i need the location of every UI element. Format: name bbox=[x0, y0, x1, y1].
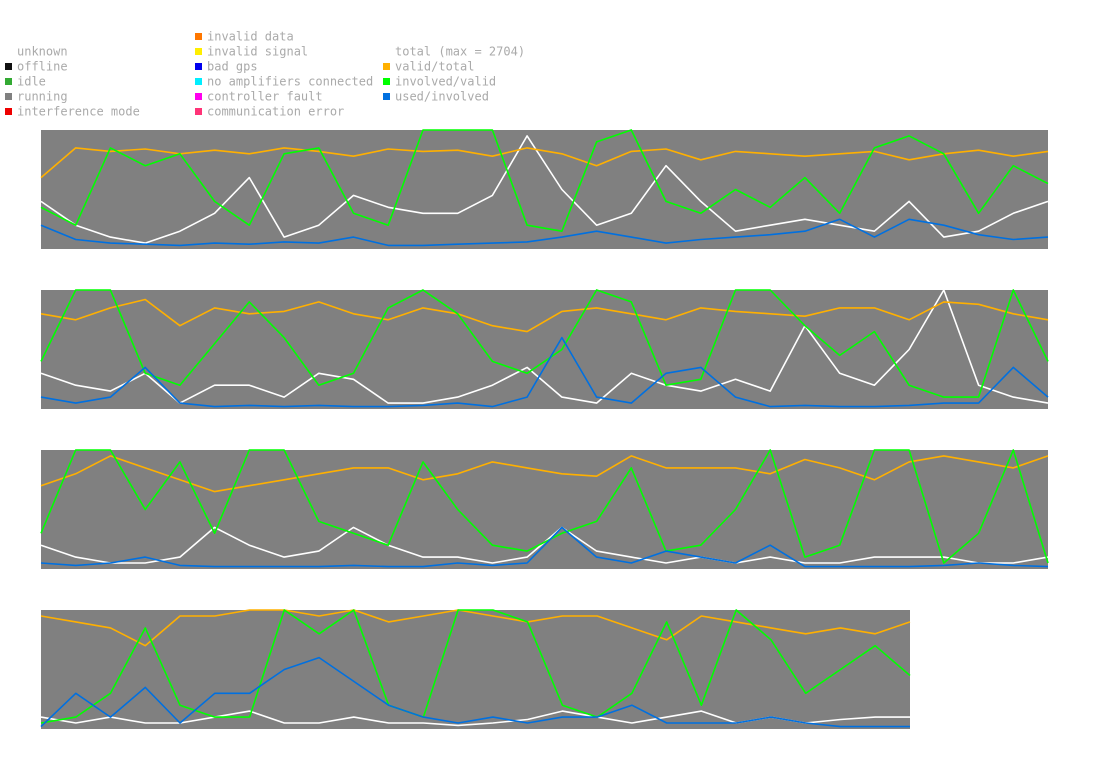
legend-label: invalid data bbox=[207, 30, 294, 44]
legend-label: used/involved bbox=[395, 90, 489, 104]
series-line bbox=[40, 298, 1049, 333]
series-line bbox=[40, 336, 1049, 408]
series-line bbox=[40, 289, 1049, 398]
legend-label: valid/total bbox=[395, 60, 474, 74]
series-line bbox=[40, 129, 1049, 232]
legend-swatch bbox=[5, 93, 12, 100]
legend-label: interference mode bbox=[17, 105, 140, 119]
series-line bbox=[40, 135, 1049, 244]
legend-swatch bbox=[383, 78, 390, 85]
plot-background bbox=[41, 130, 1048, 249]
legend-label: invalid signal bbox=[207, 45, 308, 59]
legend-swatch bbox=[5, 63, 12, 70]
legend-label: bad gps bbox=[207, 60, 258, 74]
legend-swatch bbox=[383, 93, 390, 100]
legend-label: controller fault bbox=[207, 90, 323, 104]
series-line bbox=[40, 526, 1049, 568]
series-line bbox=[40, 609, 911, 724]
series-line bbox=[40, 147, 1049, 179]
series-line bbox=[40, 609, 911, 647]
legend-swatch bbox=[195, 78, 202, 85]
legend-label: involved/valid bbox=[395, 75, 496, 89]
legend-label: idle bbox=[17, 75, 46, 89]
legend-label: total (max = 2704) bbox=[395, 45, 525, 59]
series-line bbox=[40, 455, 1049, 493]
legend-label: running bbox=[17, 90, 68, 104]
legend-label: no amplifiers connected bbox=[207, 75, 373, 89]
series-line bbox=[40, 656, 910, 728]
legend-swatch bbox=[195, 108, 202, 115]
legend-swatch bbox=[195, 48, 202, 55]
legend-swatch bbox=[195, 93, 202, 100]
legend-swatch bbox=[195, 33, 202, 40]
legend-swatch bbox=[5, 78, 12, 85]
series-line bbox=[40, 218, 1049, 247]
legend-label: communication error bbox=[207, 105, 344, 119]
legend-label: offline bbox=[17, 60, 68, 74]
plot-background bbox=[41, 290, 1048, 409]
legend-swatch bbox=[195, 63, 202, 70]
legend-swatch bbox=[5, 108, 12, 115]
plot-background bbox=[41, 610, 910, 729]
plot-background bbox=[41, 450, 1048, 569]
series-line bbox=[40, 449, 1049, 564]
legend-label: unknown bbox=[17, 45, 68, 59]
series-line bbox=[40, 289, 1049, 404]
legend-swatch bbox=[383, 63, 390, 70]
